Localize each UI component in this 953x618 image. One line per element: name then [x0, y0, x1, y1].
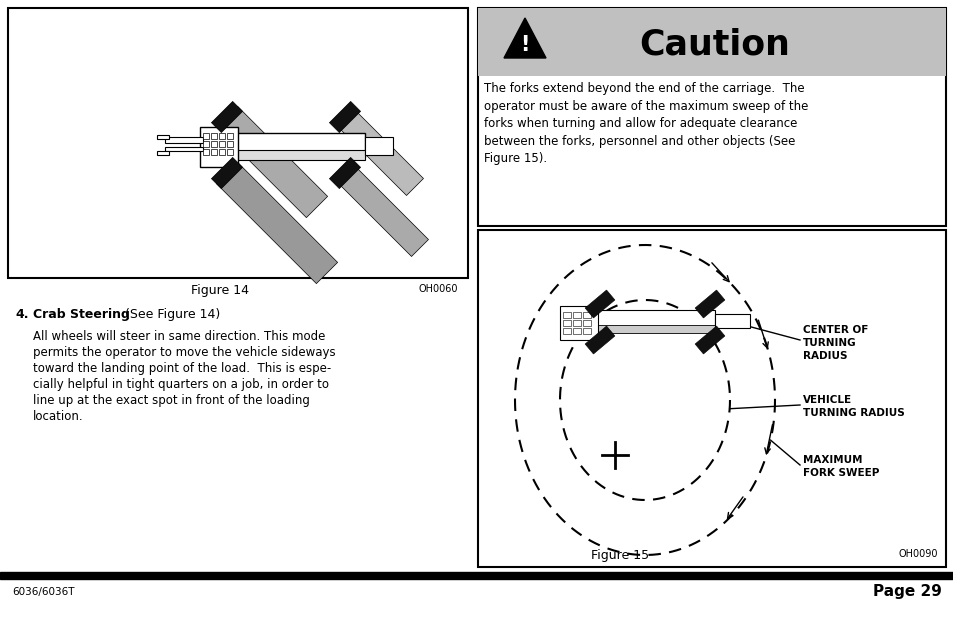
Text: line up at the exact spot in front of the loading: line up at the exact spot in front of th… [33, 394, 310, 407]
Text: CENTER OF
TURNING
RADIUS: CENTER OF TURNING RADIUS [802, 325, 867, 362]
Bar [227, 149, 233, 155]
Text: OH0060: OH0060 [418, 284, 457, 294]
Bar [582, 328, 590, 334]
Text: between the forks, personnel and other objects (See: between the forks, personnel and other o… [483, 135, 795, 148]
Polygon shape [695, 326, 724, 354]
Bar [582, 320, 590, 326]
Bar [0, 572, 953, 579]
Text: VEHICLE
TURNING RADIUS: VEHICLE TURNING RADIUS [802, 395, 903, 418]
Bar [573, 328, 580, 334]
Polygon shape [336, 164, 428, 256]
Bar [595, 325, 714, 333]
Polygon shape [503, 18, 545, 58]
Bar [234, 133, 365, 157]
Polygon shape [584, 290, 615, 318]
Polygon shape [212, 158, 242, 188]
Bar [203, 149, 209, 155]
Text: operator must be aware of the maximum sweep of the: operator must be aware of the maximum sw… [483, 99, 807, 112]
Bar [165, 137, 203, 143]
Text: (See Figure 14): (See Figure 14) [121, 308, 220, 321]
Bar [562, 312, 571, 318]
Bar [203, 133, 209, 139]
Bar [477, 8, 945, 226]
Bar [582, 312, 590, 318]
Text: forks when turning and allow for adequate clearance: forks when turning and allow for adequat… [483, 117, 797, 130]
Bar [8, 8, 468, 278]
Bar [211, 133, 216, 139]
Bar [477, 230, 945, 567]
Polygon shape [336, 109, 423, 195]
Bar [157, 135, 169, 139]
Polygon shape [329, 101, 360, 132]
Bar [219, 141, 225, 147]
Text: The forks extend beyond the end of the carriage.  The: The forks extend beyond the end of the c… [483, 82, 803, 95]
Text: MAXIMUM
FORK SWEEP: MAXIMUM FORK SWEEP [802, 455, 879, 478]
Bar [227, 141, 233, 147]
Polygon shape [216, 106, 327, 218]
Bar [714, 314, 749, 328]
Bar [573, 312, 580, 318]
Bar [562, 320, 571, 326]
Text: toward the landing point of the load.  This is espe-: toward the landing point of the load. Th… [33, 362, 331, 375]
Bar [219, 133, 225, 139]
Bar [227, 133, 233, 139]
Bar [211, 149, 216, 155]
Bar [595, 310, 714, 332]
Bar [562, 328, 571, 334]
Bar [200, 127, 237, 167]
Bar [559, 306, 598, 340]
Polygon shape [584, 326, 615, 354]
Text: Figure 15).: Figure 15). [483, 152, 547, 165]
Text: cially helpful in tight quarters on a job, in order to: cially helpful in tight quarters on a jo… [33, 378, 329, 391]
Bar [157, 151, 169, 155]
Bar [165, 147, 203, 151]
Text: 4.: 4. [15, 308, 29, 321]
Polygon shape [695, 290, 724, 318]
Polygon shape [216, 163, 337, 284]
Bar [573, 320, 580, 326]
Text: Figure 14: Figure 14 [191, 284, 249, 297]
Bar [211, 141, 216, 147]
Text: permits the operator to move the vehicle sideways: permits the operator to move the vehicle… [33, 346, 335, 359]
Text: Caution: Caution [639, 27, 790, 61]
Bar [477, 8, 945, 76]
Bar [203, 141, 209, 147]
Text: Figure 15: Figure 15 [590, 549, 648, 562]
Text: location.: location. [33, 410, 84, 423]
Polygon shape [212, 101, 242, 132]
Bar [365, 137, 393, 155]
Text: Crab Steering: Crab Steering [33, 308, 130, 321]
Text: Page 29: Page 29 [872, 585, 941, 599]
Polygon shape [329, 158, 360, 188]
Bar [234, 150, 365, 160]
Bar [219, 149, 225, 155]
Text: OH0090: OH0090 [898, 549, 937, 559]
Text: !: ! [519, 35, 529, 55]
Text: 6036/6036T: 6036/6036T [12, 587, 74, 597]
Text: All wheels will steer in same direction. This mode: All wheels will steer in same direction.… [33, 330, 325, 343]
